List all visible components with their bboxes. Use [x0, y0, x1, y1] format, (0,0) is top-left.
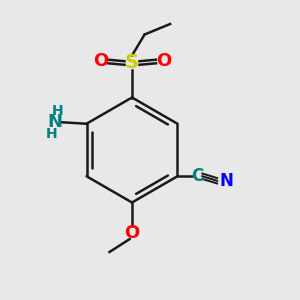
Text: O: O — [156, 52, 171, 70]
Text: C: C — [191, 167, 203, 185]
Text: S: S — [125, 53, 139, 73]
Text: N: N — [47, 113, 62, 131]
Text: H: H — [46, 127, 58, 141]
Text: O: O — [124, 224, 140, 242]
Text: O: O — [93, 52, 108, 70]
Text: N: N — [219, 172, 233, 190]
Text: H: H — [52, 104, 63, 118]
